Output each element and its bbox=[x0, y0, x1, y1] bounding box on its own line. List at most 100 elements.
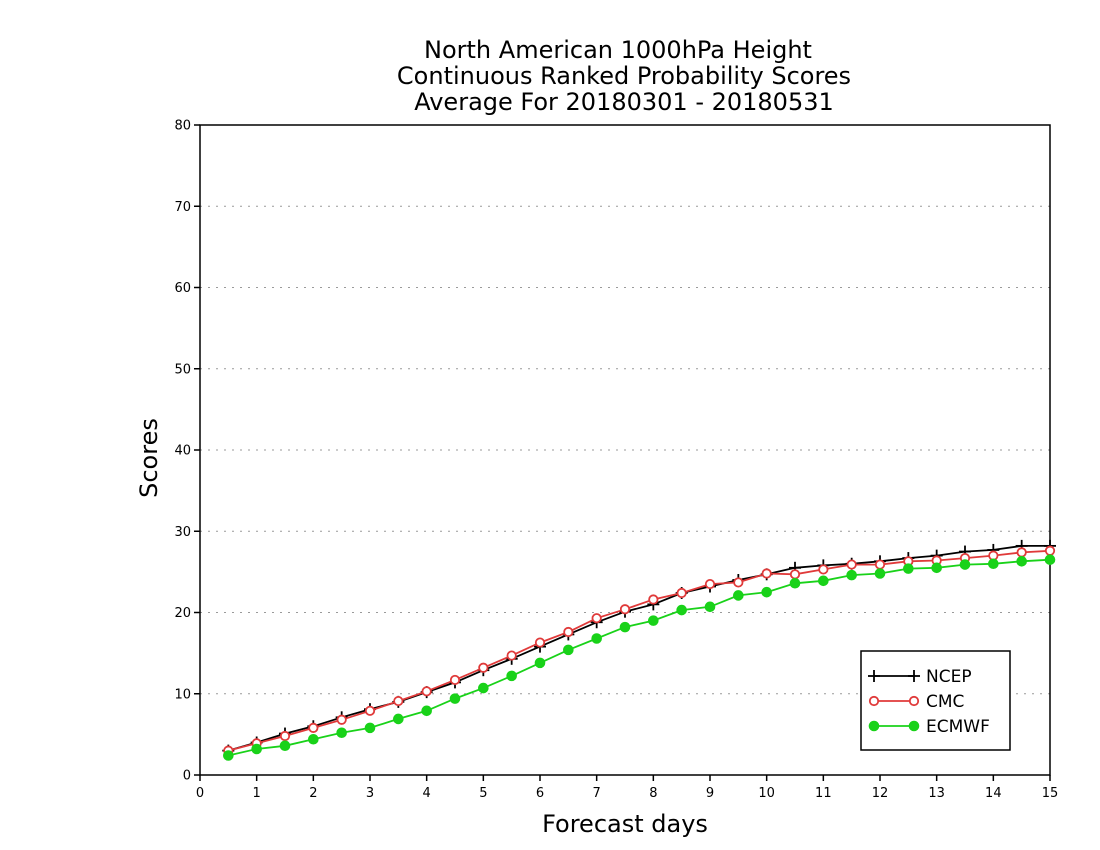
data-point bbox=[908, 695, 920, 707]
x-tick-label: 2 bbox=[309, 786, 317, 801]
data-point bbox=[563, 644, 574, 656]
x-tick-label: 8 bbox=[649, 786, 657, 801]
y-axis-label: Scores bbox=[135, 418, 163, 498]
data-point bbox=[619, 604, 631, 615]
data-point bbox=[478, 682, 489, 694]
y-tick-label: 10 bbox=[174, 687, 191, 702]
y-tick-label: 20 bbox=[174, 606, 191, 621]
x-tick-label: 15 bbox=[1042, 786, 1059, 801]
legend-label: NCEP bbox=[926, 667, 972, 687]
data-point bbox=[868, 670, 880, 682]
x-tick-label: 9 bbox=[706, 786, 714, 801]
data-point bbox=[676, 587, 687, 599]
y-tick-label: 70 bbox=[174, 200, 191, 215]
x-tick-label: 14 bbox=[985, 786, 1002, 801]
y-tick-label: 40 bbox=[174, 444, 191, 459]
x-tick-label: 12 bbox=[872, 786, 889, 801]
data-point bbox=[1016, 547, 1027, 558]
data-point bbox=[846, 569, 857, 581]
y-tick-label: 0 bbox=[183, 769, 191, 784]
data-point bbox=[534, 637, 546, 648]
data-point bbox=[874, 568, 886, 579]
series-ecmwf bbox=[223, 554, 1056, 761]
legend-label: ECMWF bbox=[926, 717, 990, 737]
data-point bbox=[648, 594, 659, 605]
data-point bbox=[789, 569, 801, 580]
data-point bbox=[868, 695, 880, 707]
data-point bbox=[449, 693, 461, 704]
x-tick-label: 6 bbox=[536, 786, 544, 801]
data-point bbox=[619, 621, 631, 633]
data-point bbox=[364, 705, 376, 716]
data-point bbox=[704, 601, 716, 613]
x-axis-label: Forecast days bbox=[542, 810, 708, 838]
chart-title: North American 1000hPa Height Continuous… bbox=[397, 36, 851, 116]
data-point bbox=[534, 657, 546, 669]
data-point bbox=[789, 577, 801, 589]
data-point bbox=[421, 686, 432, 697]
title-line-2: Continuous Ranked Probability Scores bbox=[397, 62, 851, 90]
data-point bbox=[868, 720, 880, 732]
data-point bbox=[393, 713, 404, 725]
data-point bbox=[704, 578, 716, 590]
data-point bbox=[563, 626, 574, 638]
data-point bbox=[908, 670, 920, 682]
x-tick-label: 4 bbox=[423, 786, 431, 801]
data-point bbox=[676, 604, 687, 616]
data-point bbox=[1044, 554, 1056, 565]
data-point bbox=[733, 577, 744, 588]
title-line-3: Average For 20180301 - 20180531 bbox=[414, 88, 834, 116]
legend-item-ecmwf: ECMWF bbox=[868, 717, 990, 737]
data-point bbox=[336, 714, 347, 725]
data-point bbox=[761, 586, 772, 598]
data-point bbox=[421, 705, 432, 717]
x-tick-label: 5 bbox=[479, 786, 487, 801]
data-point bbox=[506, 650, 517, 661]
data-point bbox=[506, 670, 517, 682]
x-tick-label: 10 bbox=[758, 786, 775, 801]
legend-item-ncep: NCEP bbox=[868, 667, 972, 687]
data-point bbox=[393, 695, 404, 707]
data-point bbox=[761, 568, 772, 579]
data-point bbox=[223, 750, 234, 761]
data-point bbox=[874, 559, 886, 570]
data-point bbox=[818, 564, 829, 575]
data-point bbox=[336, 727, 347, 739]
y-tick-label: 50 bbox=[174, 362, 191, 377]
data-point bbox=[279, 730, 291, 742]
x-tick-label: 13 bbox=[928, 786, 945, 801]
y-tick-label: 30 bbox=[174, 525, 191, 540]
x-tick-label: 1 bbox=[253, 786, 261, 801]
data-point bbox=[733, 590, 744, 601]
data-point bbox=[818, 575, 829, 587]
x-tick-label: 0 bbox=[196, 786, 204, 801]
data-point bbox=[959, 559, 971, 570]
data-point bbox=[1016, 556, 1027, 567]
data-point bbox=[308, 733, 319, 745]
x-tick-label: 3 bbox=[366, 786, 374, 801]
data-point bbox=[591, 633, 602, 644]
data-point bbox=[931, 562, 942, 574]
legend-label: CMC bbox=[926, 692, 964, 712]
data-point bbox=[648, 615, 659, 626]
data-point bbox=[478, 662, 489, 673]
data-point bbox=[903, 563, 914, 574]
data-point bbox=[988, 558, 999, 570]
data-point bbox=[591, 613, 602, 624]
data-point bbox=[846, 559, 857, 570]
data-point bbox=[279, 740, 291, 752]
grid bbox=[200, 205, 1050, 695]
x-tick-label: 7 bbox=[593, 786, 601, 801]
legend: NCEP CMC ECMWF bbox=[860, 650, 1011, 751]
legend-item-cmc: CMC bbox=[868, 692, 964, 712]
y-tick-label: 60 bbox=[174, 281, 191, 296]
data-point bbox=[364, 722, 376, 734]
data-point bbox=[449, 674, 461, 686]
data-point bbox=[308, 722, 319, 733]
series bbox=[222, 539, 1056, 761]
data-point bbox=[251, 743, 262, 755]
data-point bbox=[1044, 545, 1056, 556]
title-line-1: North American 1000hPa Height bbox=[424, 36, 812, 64]
